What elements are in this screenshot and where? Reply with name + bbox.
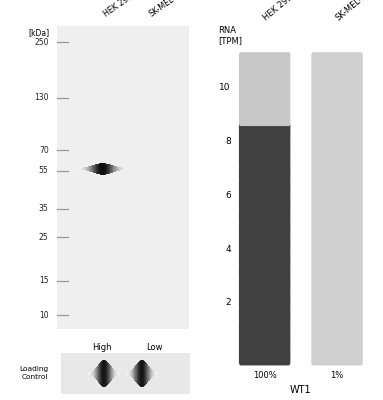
FancyBboxPatch shape — [239, 66, 290, 84]
FancyBboxPatch shape — [311, 348, 363, 366]
FancyBboxPatch shape — [239, 165, 290, 182]
FancyBboxPatch shape — [311, 122, 363, 140]
FancyBboxPatch shape — [311, 249, 363, 267]
FancyBboxPatch shape — [311, 306, 363, 323]
FancyBboxPatch shape — [311, 235, 363, 253]
Text: 4: 4 — [225, 245, 231, 254]
FancyBboxPatch shape — [311, 165, 363, 182]
FancyBboxPatch shape — [311, 151, 363, 168]
FancyBboxPatch shape — [311, 179, 363, 196]
Text: 250: 250 — [34, 38, 49, 47]
FancyBboxPatch shape — [239, 263, 290, 281]
FancyBboxPatch shape — [239, 52, 290, 70]
FancyBboxPatch shape — [239, 235, 290, 253]
Text: RNA: RNA — [218, 26, 236, 35]
FancyBboxPatch shape — [311, 94, 363, 112]
Text: 35: 35 — [39, 204, 49, 213]
Text: [kDa]: [kDa] — [29, 28, 50, 37]
FancyBboxPatch shape — [239, 122, 290, 140]
FancyBboxPatch shape — [239, 94, 290, 112]
Text: 8: 8 — [225, 137, 231, 146]
FancyBboxPatch shape — [311, 278, 363, 295]
FancyBboxPatch shape — [239, 348, 290, 366]
FancyBboxPatch shape — [239, 151, 290, 168]
FancyBboxPatch shape — [311, 52, 363, 70]
Text: 25: 25 — [39, 233, 49, 242]
Text: [TPM]: [TPM] — [218, 36, 242, 45]
FancyBboxPatch shape — [239, 334, 290, 351]
Text: 10: 10 — [39, 310, 49, 320]
FancyBboxPatch shape — [311, 66, 363, 84]
Text: 1%: 1% — [331, 371, 344, 380]
Text: Low: Low — [146, 343, 162, 352]
FancyBboxPatch shape — [61, 353, 190, 394]
Text: 15: 15 — [39, 276, 49, 285]
FancyBboxPatch shape — [311, 193, 363, 210]
Text: 100%: 100% — [253, 371, 277, 380]
FancyBboxPatch shape — [311, 207, 363, 225]
Text: 2: 2 — [225, 298, 231, 307]
FancyBboxPatch shape — [311, 221, 363, 239]
Text: 70: 70 — [39, 146, 49, 155]
Text: SK-MEL-30: SK-MEL-30 — [147, 0, 186, 19]
FancyBboxPatch shape — [239, 179, 290, 196]
FancyBboxPatch shape — [311, 137, 363, 154]
FancyBboxPatch shape — [239, 320, 290, 337]
FancyBboxPatch shape — [239, 207, 290, 225]
Text: Loading
Control: Loading Control — [19, 366, 48, 380]
Text: 10: 10 — [219, 83, 231, 92]
Text: WT1: WT1 — [290, 385, 312, 395]
FancyBboxPatch shape — [311, 80, 363, 98]
FancyBboxPatch shape — [239, 221, 290, 239]
FancyBboxPatch shape — [239, 292, 290, 309]
FancyBboxPatch shape — [311, 320, 363, 337]
Text: HEK 293: HEK 293 — [262, 0, 295, 22]
FancyBboxPatch shape — [239, 306, 290, 323]
FancyBboxPatch shape — [239, 278, 290, 295]
Text: 130: 130 — [34, 93, 49, 102]
Text: HEK 293: HEK 293 — [102, 0, 135, 19]
Text: High: High — [92, 343, 112, 352]
FancyBboxPatch shape — [239, 80, 290, 98]
Text: 55: 55 — [39, 166, 49, 175]
FancyBboxPatch shape — [239, 249, 290, 267]
FancyBboxPatch shape — [57, 26, 188, 329]
Text: SK-MEL-30: SK-MEL-30 — [334, 0, 373, 22]
FancyBboxPatch shape — [311, 334, 363, 351]
FancyBboxPatch shape — [239, 108, 290, 126]
Text: 6: 6 — [225, 191, 231, 200]
FancyBboxPatch shape — [239, 193, 290, 210]
FancyBboxPatch shape — [311, 108, 363, 126]
FancyBboxPatch shape — [311, 263, 363, 281]
FancyBboxPatch shape — [239, 137, 290, 154]
FancyBboxPatch shape — [311, 292, 363, 309]
